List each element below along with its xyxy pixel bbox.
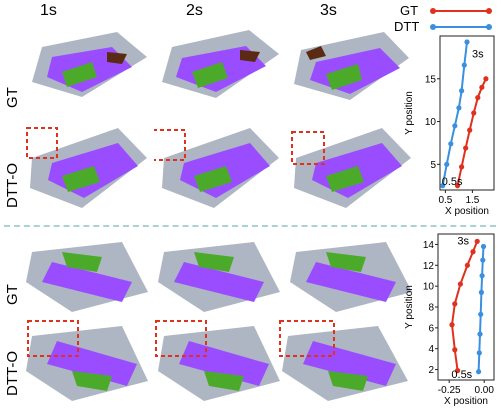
series-point-dtt <box>456 105 462 111</box>
legend-line-dtt <box>430 24 492 30</box>
row-label-bottom-dtt-o: DTT-O <box>4 351 21 396</box>
chart-annotation: 0.5s <box>451 369 472 381</box>
pointcloud-bottom-dtt-1s <box>26 320 148 401</box>
series-point-dtt <box>478 311 484 317</box>
y-tick-label: 8 <box>428 303 434 314</box>
plot-frame <box>437 233 495 381</box>
row-label-top-dtt-o: DTT-O <box>4 163 21 208</box>
x-tick-label: 0.5 <box>438 195 452 206</box>
section-divider <box>4 225 496 227</box>
series-line-dtt <box>441 41 468 186</box>
column-title-1s: 1s <box>40 2 57 19</box>
series-point-gt <box>483 76 489 82</box>
legend-label-dtt: DTT <box>394 19 420 34</box>
y-axis-label: Y position <box>404 285 415 329</box>
series-point-dtt <box>476 350 482 356</box>
y-tick-label: 12 <box>423 261 435 272</box>
series-point-dtt <box>479 273 485 279</box>
y-axis-label: Y position <box>404 91 415 135</box>
y-tick-label: 10 <box>423 282 435 293</box>
chart-annotation: 3s <box>472 48 484 60</box>
y-tick-label: 4 <box>428 344 434 355</box>
series-line-dtt <box>477 246 485 372</box>
legend-label-gt: GT <box>400 3 419 18</box>
series-point-gt <box>470 249 476 255</box>
series-point-gt <box>457 281 463 287</box>
series-point-dtt <box>452 123 458 129</box>
series-point-gt <box>452 301 458 307</box>
series-point-dtt <box>480 243 487 250</box>
series-point-dtt <box>459 88 465 94</box>
x-tick-label: -0.25 <box>438 385 461 396</box>
series-point-gt <box>475 95 481 101</box>
series-point-gt <box>454 183 461 189</box>
series-point-dtt <box>444 161 450 167</box>
series-point-dtt <box>477 331 483 337</box>
series-point-gt <box>455 368 461 374</box>
x-axis-label: X position <box>445 206 489 217</box>
y-tick-label: 14 <box>423 240 435 251</box>
series-point-gt <box>449 322 455 328</box>
pointcloud-top-dtt-2s <box>154 128 279 208</box>
chart-annotation: 3s <box>457 235 469 247</box>
series-point-gt <box>474 238 480 244</box>
series-point-gt <box>459 164 465 170</box>
row-label-bottom-gt: GT <box>4 284 21 305</box>
trajectory-chart-top: 5 10 15 0.5 1.5X position Y position 3s 0.5s <box>404 35 495 217</box>
series-point-dtt <box>461 62 467 68</box>
row-label-top-gt: GT <box>4 87 21 108</box>
x-axis-label: X position <box>444 396 488 407</box>
series-point-gt <box>467 127 473 133</box>
pointcloud-bottom-gt-3s <box>290 242 412 312</box>
x-tick-label: 1.5 <box>465 195 479 206</box>
pointcloud-bottom-dtt-2s <box>155 320 280 401</box>
x-tick-label: 0.00 <box>474 385 494 396</box>
y-tick-label: 15 <box>425 74 437 85</box>
y-tick-label: 5 <box>430 160 436 171</box>
chart-annotation: 0.5s <box>442 176 463 188</box>
series-point-dtt <box>448 141 454 147</box>
pointcloud-bottom-dtt-3s <box>279 320 408 401</box>
y-tick-label: 10 <box>425 117 437 128</box>
pointcloud-bottom-gt-2s <box>158 242 280 312</box>
pointcloud-top-dtt-3s <box>291 128 411 208</box>
y-tick-label: 6 <box>428 323 434 334</box>
legend-line-gt <box>430 8 492 14</box>
series-point-gt <box>464 262 470 268</box>
series-point-gt <box>471 110 477 116</box>
series-point-dtt <box>464 39 470 45</box>
pointcloud-top-gt-1s <box>32 32 147 97</box>
series-point-gt <box>479 84 485 90</box>
pointcloud-top-gt-2s <box>162 30 279 98</box>
column-title-3s: 3s <box>320 2 337 19</box>
series-point-dtt <box>478 289 484 295</box>
plot-frame <box>439 35 495 191</box>
series-point-gt <box>452 347 458 353</box>
column-title-2s: 2s <box>186 2 203 19</box>
pointcloud-top-dtt-1s <box>26 127 147 208</box>
series-point-dtt <box>476 369 482 375</box>
series-point-gt <box>463 145 469 151</box>
series-point-dtt <box>440 183 446 189</box>
pointcloud-bottom-gt-1s <box>26 242 148 312</box>
series-point-dtt <box>480 257 486 263</box>
pointcloud-top-gt-3s <box>294 32 409 100</box>
trajectory-chart-bottom: 2 4 6 8 10 12 14 -0.25 0.00X position Y position 3… <box>404 233 495 407</box>
y-tick-label: 2 <box>428 365 434 376</box>
